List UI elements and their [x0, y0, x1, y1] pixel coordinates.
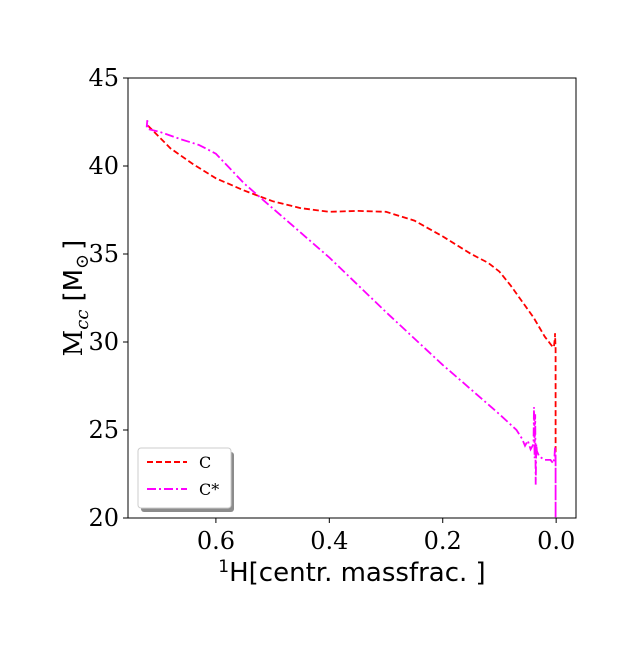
- y-axis-label-unit-subscript: ⊙: [72, 254, 93, 269]
- legend-label-c: C: [199, 453, 211, 472]
- y-axis-label-symbol: M: [59, 330, 89, 357]
- y-axis-label: Mcc [M⊙]: [59, 240, 93, 357]
- series-line-c-star: [145, 120, 557, 518]
- x-axis-label-superscript: 1: [218, 557, 229, 577]
- y-tick-label: 25: [88, 416, 119, 444]
- y-tick-label: 20: [88, 504, 119, 532]
- y-tick-label: 30: [88, 328, 119, 356]
- ticks-layer: 0.6 0.4 0.2 0.0 20 25 30 35 40 45: [88, 64, 575, 555]
- x-tick-label: 0.2: [424, 527, 462, 555]
- series-line-c: [147, 124, 557, 457]
- legend-label-c-star: C*: [199, 480, 219, 499]
- x-tick-label: 0.4: [310, 527, 348, 555]
- legend-box: [137, 447, 232, 509]
- y-axis-label-unit-close: ]: [59, 240, 89, 250]
- axes-frame: [127, 77, 577, 519]
- y-tick-label: 35: [88, 240, 119, 268]
- y-tick-label: 45: [88, 64, 119, 92]
- x-tick-label: 0.0: [537, 527, 575, 555]
- x-axis-label: 1H[centr. massfrac. ]: [218, 557, 485, 588]
- x-axis-label-text: H[centr. massfrac. ]: [229, 558, 486, 588]
- y-axis-label-unit: [M: [59, 269, 89, 302]
- y-axis-label-subscript: cc: [72, 310, 93, 330]
- legend: C C*: [137, 447, 234, 512]
- plot-layer: [145, 120, 557, 518]
- x-tick-label: 0.6: [197, 527, 235, 555]
- y-tick-label: 40: [88, 152, 119, 180]
